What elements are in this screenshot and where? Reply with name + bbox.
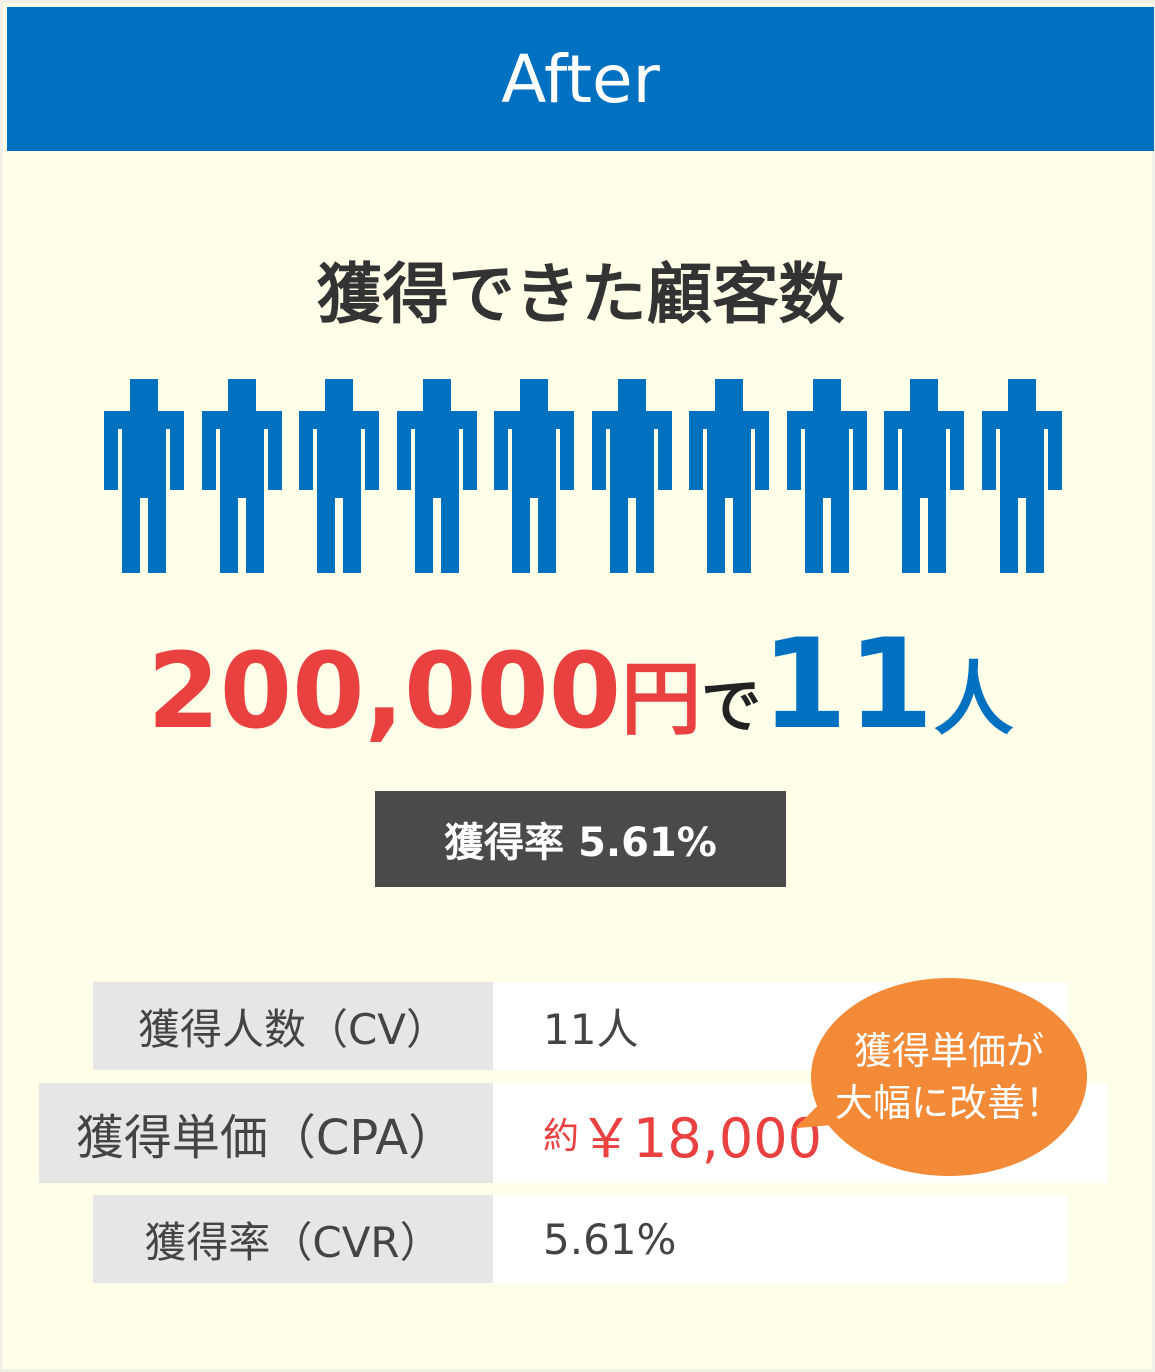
row-label: 獲得人数（CV）	[93, 982, 493, 1070]
person-icon	[201, 379, 282, 574]
summary-headline: 200,000円で11人	[3, 613, 1155, 757]
person-icon	[786, 379, 867, 574]
person-icon	[104, 379, 184, 574]
person-icon	[689, 379, 769, 574]
header-banner: After	[7, 7, 1154, 151]
person-icon	[494, 379, 574, 574]
callout-line1: 獲得単価が	[853, 1029, 1044, 1073]
row-label: 獲得率（CVR）	[93, 1195, 493, 1283]
person-icon	[396, 379, 477, 574]
rate-badge: 獲得率 5.61%	[375, 791, 786, 887]
person-icon	[299, 379, 379, 574]
table-row: 獲得率（CVR） 5.61%	[93, 1195, 1067, 1283]
person-icon	[591, 379, 672, 574]
callout-line2: 大幅に改善！	[834, 1081, 1063, 1125]
callout-bubble: 獲得単価が大幅に改善！	[811, 978, 1087, 1176]
unit: 人	[933, 653, 1014, 746]
people-row	[3, 379, 1155, 579]
heading: 獲得できた顧客数	[316, 256, 845, 333]
header-title: After	[501, 40, 660, 118]
amount: 200,000	[147, 630, 622, 752]
person-icon	[884, 379, 964, 574]
row-label: 獲得単価（CPA）	[39, 1083, 493, 1183]
de: で	[701, 672, 762, 742]
yen: 円	[621, 653, 702, 746]
row-value: 5.61%	[493, 1195, 1067, 1283]
person-icon	[981, 379, 1062, 574]
row-value: ￥18,000	[579, 1106, 822, 1170]
customer-count: 11	[761, 613, 934, 757]
row-prefix: 約	[543, 1116, 580, 1157]
